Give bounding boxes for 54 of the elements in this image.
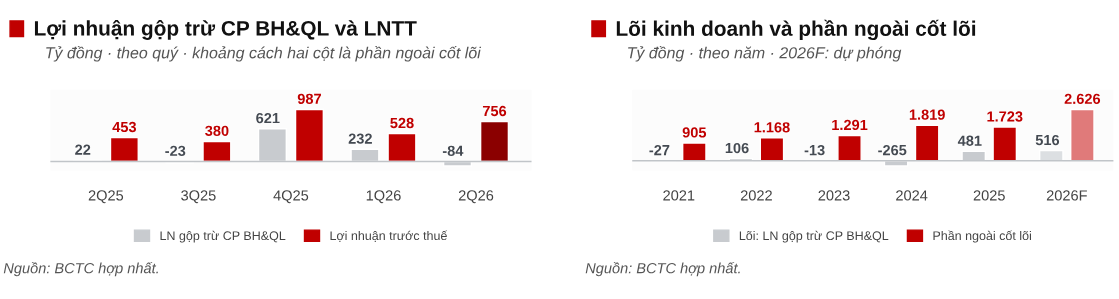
x-tick-label: 3Q25 [181, 190, 216, 204]
chart-title: Lõi kinh doanh và phần ngoài cốt lõi [616, 19, 976, 41]
data-label: 756 [482, 105, 507, 117]
bar [109, 136, 139, 163]
data-label: 621 [256, 112, 280, 124]
bar [992, 126, 1018, 162]
text: Nguồn: BCTC hợp nhất. [3, 261, 158, 277]
chart-subtitle: Tỷ đồng · theo quý · khoảng cách hai cột là phần ngoài cốt lõi [46, 46, 482, 62]
data-label: 22 [75, 144, 91, 155]
x-tick-label: 2022 [740, 190, 772, 201]
chart-title: Lợi nhuận gộp trừ CP BH&QL và LNTT [34, 19, 417, 40]
data-label: -23 [165, 145, 186, 157]
text: Nguồn: BCTC hợp nhất. [585, 261, 740, 277]
bar [914, 124, 940, 162]
x-tick-label: 1Q26 [366, 190, 401, 204]
legend-label: Phần ngoài cốt lõi [933, 230, 1031, 243]
bar [479, 120, 510, 163]
data-label: 528 [390, 117, 414, 129]
bar [294, 108, 325, 163]
x-tick-label: 2Q26 [458, 190, 494, 204]
x-tick-label: 2025 [973, 190, 1005, 201]
x-tick-label: 2Q25 [88, 190, 124, 204]
x-tick-label: 2024 [896, 190, 928, 201]
bar [759, 137, 785, 162]
data-label: -84 [442, 145, 464, 156]
data-label: 516 [1035, 134, 1060, 146]
chart-subtitle: Tỷ đồng · theo năm · 2026F: dự phóng [628, 46, 902, 62]
data-label: 1.723 [987, 111, 1023, 122]
data-label: 1.291 [832, 119, 868, 131]
data-label: 2.626 [1064, 93, 1101, 105]
data-label: 1.819 [909, 109, 945, 120]
legend-label: Lõi: LN gộp trừ CP BH&QL [739, 230, 889, 243]
data-label: -13 [804, 144, 825, 156]
bar [1070, 108, 1095, 162]
data-label: -265 [878, 144, 907, 156]
data-label: 380 [205, 125, 229, 136]
data-label: 1.168 [754, 122, 790, 133]
data-label: 453 [112, 121, 137, 133]
data-label: 232 [348, 133, 372, 144]
x-tick-label: 2023 [818, 190, 850, 201]
bar [202, 140, 232, 163]
data-label: 987 [297, 93, 321, 104]
data-label: -27 [649, 144, 670, 156]
x-tick-label: 2026F [1046, 190, 1087, 201]
x-tick-label: 4Q25 [273, 190, 309, 204]
bar [681, 142, 707, 162]
data-label: 106 [725, 142, 749, 154]
legend-label: LN gộp trừ CP BH&QL [160, 230, 286, 243]
bar [837, 134, 862, 162]
data-label: 905 [682, 127, 707, 138]
bar [387, 132, 417, 163]
data-label: 481 [957, 135, 982, 146]
x-tick-label: 2021 [663, 190, 695, 201]
legend-label: Lợi nhuận trước thuế [330, 230, 448, 242]
